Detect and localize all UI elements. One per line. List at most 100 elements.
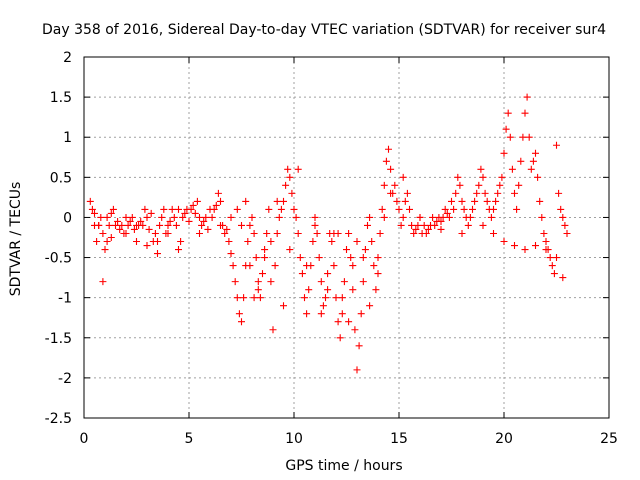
data-point bbox=[460, 205, 468, 213]
data-point bbox=[273, 229, 281, 237]
data-point bbox=[498, 173, 506, 181]
data-point bbox=[483, 197, 491, 205]
data-point bbox=[286, 246, 294, 254]
data-point bbox=[261, 246, 269, 254]
data-point bbox=[397, 221, 405, 229]
data-point bbox=[500, 149, 508, 157]
data-point bbox=[334, 229, 342, 237]
data-point bbox=[336, 334, 344, 342]
y-tick-label: -1.5 bbox=[45, 331, 72, 347]
data-point bbox=[112, 221, 119, 229]
data-point bbox=[324, 286, 332, 294]
data-point bbox=[254, 278, 262, 286]
data-point bbox=[534, 173, 542, 181]
data-point bbox=[366, 302, 374, 310]
data-point bbox=[240, 294, 248, 302]
data-point bbox=[332, 294, 340, 302]
data-point bbox=[502, 125, 510, 133]
data-point bbox=[143, 242, 151, 250]
data-point bbox=[244, 238, 252, 246]
data-point bbox=[542, 238, 550, 246]
data-point bbox=[540, 229, 548, 237]
data-point bbox=[557, 205, 565, 213]
data-point bbox=[133, 238, 140, 246]
data-point bbox=[217, 197, 224, 205]
data-point bbox=[376, 229, 384, 237]
data-point bbox=[406, 205, 413, 213]
data-point bbox=[193, 197, 201, 205]
data-point bbox=[191, 209, 199, 217]
data-point bbox=[477, 165, 485, 173]
data-point bbox=[353, 366, 361, 374]
y-tick-label: -0.5 bbox=[45, 251, 72, 267]
data-point bbox=[374, 254, 382, 262]
data-point bbox=[431, 221, 439, 229]
data-point bbox=[511, 242, 518, 250]
data-point bbox=[88, 205, 96, 213]
x-tick-label: 15 bbox=[390, 431, 408, 447]
data-point bbox=[387, 165, 395, 173]
data-point bbox=[210, 205, 218, 213]
data-point bbox=[343, 246, 350, 254]
data-point bbox=[261, 254, 269, 262]
data-point bbox=[116, 225, 124, 233]
data-point bbox=[99, 229, 107, 237]
data-point bbox=[122, 229, 130, 237]
data-point bbox=[221, 229, 229, 237]
data-point bbox=[168, 205, 176, 213]
data-point bbox=[196, 229, 203, 237]
y-tick-label: 1.5 bbox=[50, 90, 72, 106]
y-tick-label: -2.5 bbox=[45, 411, 72, 427]
data-point bbox=[252, 254, 260, 262]
x-tick-label: 10 bbox=[285, 431, 303, 447]
data-point bbox=[364, 221, 371, 229]
data-point bbox=[151, 229, 159, 237]
data-point bbox=[538, 213, 546, 221]
data-point bbox=[214, 189, 222, 197]
y-tick-label: 2 bbox=[63, 50, 72, 66]
data-point bbox=[305, 286, 313, 294]
data-point bbox=[422, 229, 430, 237]
data-point bbox=[519, 133, 527, 141]
data-point bbox=[523, 93, 531, 101]
data-point bbox=[301, 294, 308, 302]
data-point bbox=[559, 274, 567, 282]
data-point bbox=[313, 229, 321, 237]
x-tick-label: 25 bbox=[600, 431, 618, 447]
data-point bbox=[200, 217, 208, 225]
data-point bbox=[280, 302, 287, 310]
data-point bbox=[109, 205, 117, 213]
data-point bbox=[345, 318, 353, 326]
data-point bbox=[370, 262, 378, 270]
data-point bbox=[235, 310, 243, 318]
data-point bbox=[513, 205, 521, 213]
data-point bbox=[454, 173, 462, 181]
data-point bbox=[271, 262, 279, 270]
x-axis-title: GPS time / hours bbox=[285, 458, 402, 474]
data-point bbox=[227, 213, 235, 221]
data-point bbox=[164, 221, 172, 229]
data-point bbox=[458, 197, 466, 205]
data-point bbox=[298, 270, 306, 278]
data-point bbox=[141, 205, 149, 213]
data-point bbox=[175, 246, 182, 254]
data-point bbox=[296, 254, 304, 262]
data-point bbox=[238, 221, 245, 229]
data-point bbox=[93, 238, 101, 246]
data-point bbox=[458, 229, 466, 237]
data-point bbox=[525, 133, 533, 141]
data-point bbox=[527, 165, 535, 173]
data-point bbox=[542, 246, 550, 254]
data-point bbox=[374, 270, 382, 278]
data-point bbox=[143, 213, 151, 221]
data-point bbox=[154, 238, 161, 246]
data-point bbox=[277, 205, 285, 213]
data-point bbox=[175, 205, 182, 213]
data-point bbox=[368, 238, 376, 246]
data-point bbox=[212, 201, 220, 209]
data-point bbox=[456, 181, 464, 189]
data-point bbox=[399, 173, 407, 181]
data-point bbox=[196, 213, 203, 221]
data-point bbox=[233, 205, 241, 213]
